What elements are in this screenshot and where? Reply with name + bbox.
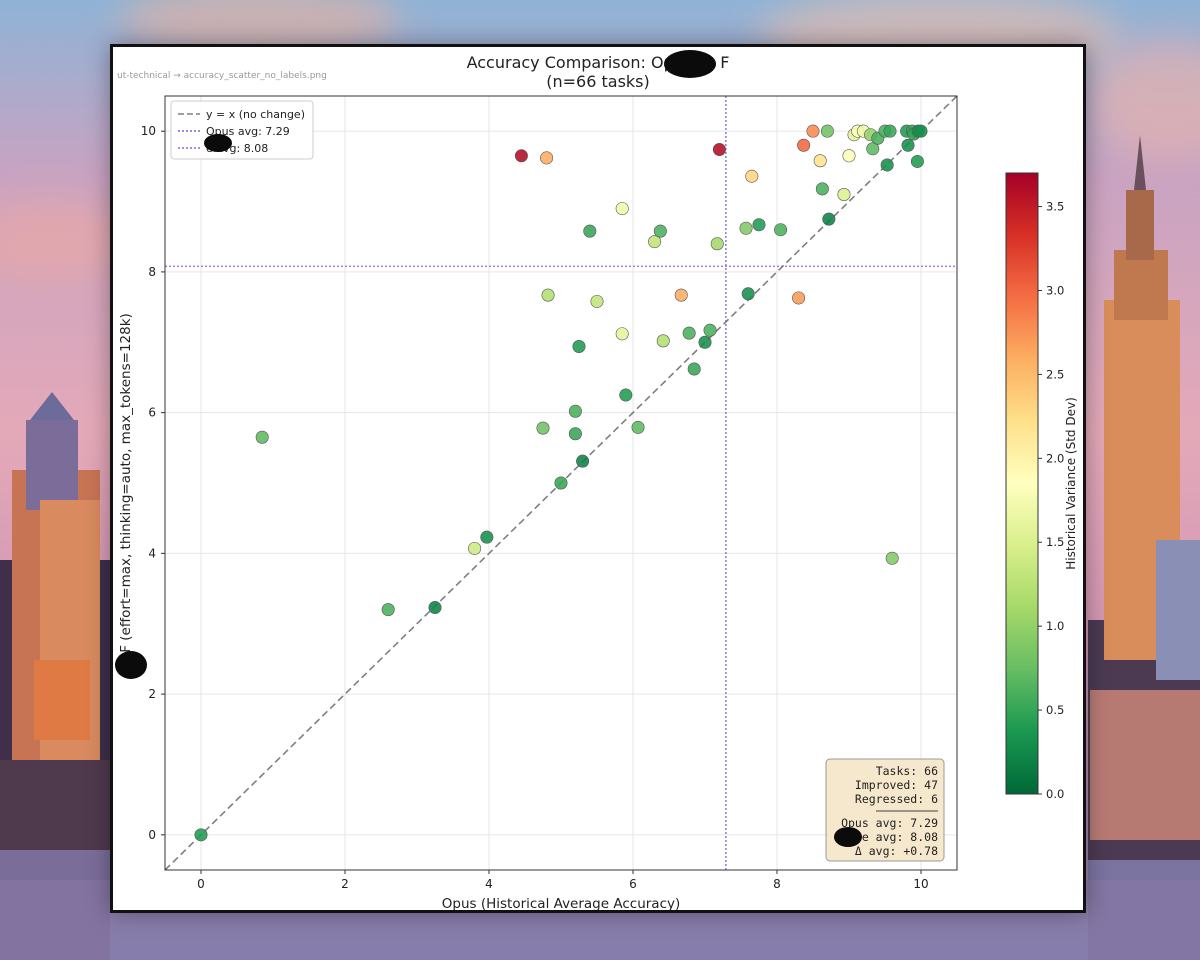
x-tick-label: 10	[913, 877, 928, 891]
data-point	[536, 421, 550, 435]
stats-opus-avg: Opus avg: 7.29	[841, 816, 938, 830]
chart-title-line1: Accuracy Comparison: Opus vs F	[466, 53, 730, 72]
data-point	[568, 404, 582, 418]
x-tick-label: 4	[485, 877, 493, 891]
data-point	[480, 530, 494, 544]
data-point	[741, 287, 755, 301]
redaction-mark	[204, 134, 232, 152]
data-point	[687, 362, 701, 376]
data-point	[712, 142, 726, 156]
x-axis-label: Opus (Historical Average Accuracy)	[442, 896, 681, 910]
chart-title-line2: (n=66 tasks)	[546, 72, 650, 91]
data-point	[815, 182, 829, 196]
y-axis-label: F (effort=max, thinking=auto, max_tokens…	[118, 313, 134, 653]
legend-label: Opus avg: 7.29	[206, 125, 290, 138]
data-point	[653, 224, 667, 238]
colorbar-tick-label: 2.0	[1046, 451, 1064, 465]
data-point	[842, 149, 856, 163]
data-point	[813, 154, 827, 168]
data-point	[590, 294, 604, 308]
data-point	[792, 291, 806, 305]
data-point	[568, 427, 582, 441]
data-point	[880, 158, 894, 172]
data-point	[514, 149, 528, 163]
colorbar-tick-label: 1.5	[1046, 535, 1064, 549]
data-point	[554, 476, 568, 490]
colorbar-tick-label: 3.5	[1046, 200, 1064, 214]
data-point	[682, 326, 696, 340]
data-point	[866, 142, 880, 156]
data-point	[381, 603, 395, 617]
scatter-chart: 0 2 4 6 8 10 0 2 4 6 8 10 Opus (Historical Average A…	[115, 50, 1078, 910]
x-tick-label: 0	[197, 877, 205, 891]
data-point	[822, 212, 836, 226]
data-point	[648, 235, 662, 249]
data-point	[806, 124, 820, 138]
data-point	[615, 327, 629, 341]
legend-label: y = x (no change)	[206, 108, 305, 121]
plot-window: ut-technical → accuracy_scatter_no_label…	[110, 44, 1086, 913]
data-point	[914, 124, 928, 138]
data-point	[615, 202, 629, 216]
data-point	[541, 288, 555, 302]
y-tick-label: 6	[148, 406, 156, 420]
colorbar-tick-label: 0.5	[1046, 703, 1064, 717]
data-point	[698, 335, 712, 349]
data-point	[428, 601, 442, 615]
x-tick-label: 8	[773, 877, 781, 891]
stats-delta-avg: Δ avg: +0.78	[855, 844, 938, 858]
data-point	[619, 388, 633, 402]
y-tick-label: 10	[141, 124, 156, 138]
stats-tasks: Tasks: 66	[876, 764, 938, 778]
data-point	[468, 541, 482, 555]
y-tick-label: 2	[148, 687, 156, 701]
data-point	[837, 188, 851, 202]
data-point	[745, 169, 759, 183]
colorbar-tick-label: 0.0	[1046, 787, 1064, 801]
data-point	[572, 339, 586, 353]
data-point	[797, 138, 811, 152]
file-path-label: ut-technical → accuracy_scatter_no_label…	[117, 71, 327, 81]
axes-frame	[164, 95, 958, 871]
stats-regressed: Regressed: 6	[855, 792, 938, 806]
data-point	[703, 323, 717, 337]
data-point	[739, 221, 753, 235]
redaction-mark	[115, 651, 147, 679]
data-point	[255, 430, 269, 444]
x-tick-label: 6	[629, 877, 637, 891]
data-point	[631, 420, 645, 434]
data-point	[910, 154, 924, 168]
stats-other-avg: e avg: 8.08	[862, 830, 938, 844]
data-point	[710, 237, 724, 251]
data-point	[752, 218, 766, 232]
redaction-mark	[834, 827, 862, 847]
data-point	[774, 223, 788, 237]
colorbar-tick-label: 2.5	[1046, 367, 1064, 381]
y-tick-label: 0	[148, 828, 156, 842]
chart-title: Accuracy Comparison: Opus vs F (n=66 tas…	[113, 53, 1083, 91]
redaction-mark	[664, 50, 716, 78]
data-point	[194, 828, 208, 842]
x-tick-label: 2	[341, 877, 349, 891]
colorbar	[1005, 172, 1039, 795]
y-tick-label: 4	[148, 546, 156, 560]
stats-improved: Improved: 47	[855, 778, 938, 792]
data-point	[901, 138, 915, 152]
data-point	[583, 224, 597, 238]
data-point	[540, 151, 554, 165]
data-point	[820, 124, 834, 138]
colorbar-tick-label: 3.0	[1046, 283, 1064, 297]
data-point	[674, 288, 688, 302]
colorbar-label: Historical Variance (Std Dev)	[1064, 397, 1078, 570]
data-point	[656, 334, 670, 348]
data-point	[576, 454, 590, 468]
colorbar-tick-label: 1.0	[1046, 619, 1064, 633]
data-point	[885, 551, 899, 565]
y-tick-label: 8	[148, 265, 156, 279]
background-cloud	[0, 200, 130, 280]
data-point	[883, 124, 897, 138]
